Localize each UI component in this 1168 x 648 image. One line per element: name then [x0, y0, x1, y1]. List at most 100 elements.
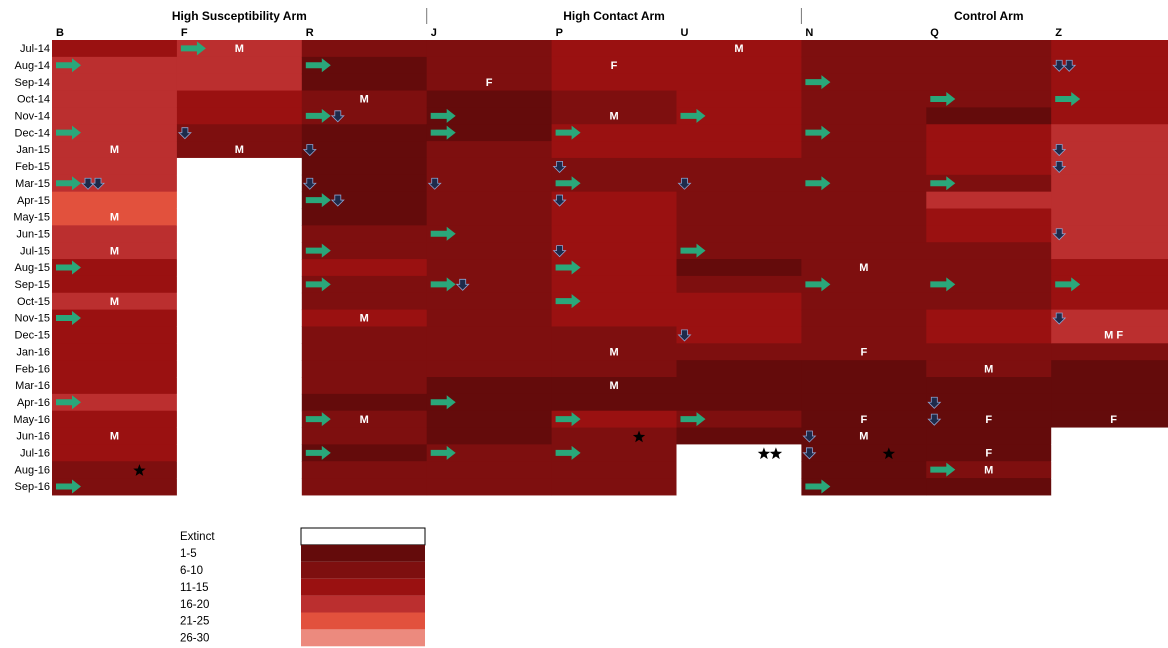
arrival-arrow-icon: [430, 277, 456, 292]
heatmap-cell: [551, 377, 677, 395]
heatmap-cell: [301, 191, 428, 209]
heatmap-cell: [676, 191, 802, 209]
heatmap-cell: [426, 444, 553, 462]
arrival-arrow-icon: [430, 108, 456, 123]
heatmap-cell: [426, 292, 553, 311]
heatmap-cell: [301, 377, 428, 395]
row-label: May-16: [13, 414, 50, 426]
heatmap-cell: [676, 242, 802, 260]
heatmap-cell: [926, 393, 1052, 412]
sex-label: M: [360, 94, 369, 106]
heatmap-cell: [551, 174, 677, 193]
heatmap-cell: [551, 326, 677, 344]
heatmap-cell: [551, 141, 677, 159]
heatmap-cell: [926, 309, 1052, 327]
departure-arrow-icon: [302, 144, 317, 157]
arrival-arrow-icon: [805, 125, 831, 140]
heatmap-cell: [426, 377, 553, 395]
heatmap-cell: [176, 478, 303, 496]
arrival-arrow-icon: [555, 125, 581, 140]
heatmap-cell: [176, 73, 303, 92]
heatmap-cell: [926, 360, 1052, 378]
heatmap-cell: [926, 157, 1052, 176]
heatmap-cell: [551, 124, 677, 142]
heatmap-cell: [52, 157, 178, 176]
heatmap-cell: [301, 410, 428, 429]
heatmap-cell: [801, 157, 927, 176]
heatmap-cell: [676, 309, 802, 327]
arrival-arrow-icon: [430, 125, 456, 140]
heatmap-cell: [801, 377, 927, 395]
sex-label: F: [985, 448, 992, 460]
row-label: Dec-14: [15, 127, 50, 139]
heatmap-cell: [926, 292, 1052, 311]
heatmap-cell: [676, 157, 802, 176]
heatmap-cell: [551, 393, 677, 412]
sex-label: M: [360, 414, 369, 426]
departure-arrow-icon: [1052, 160, 1067, 173]
departure-arrow-icon: [677, 329, 692, 342]
row-label: Oct-14: [17, 94, 50, 106]
heatmap-cell: [926, 242, 1052, 260]
heatmap-cell: [801, 107, 927, 125]
row-label: Sep-16: [15, 481, 50, 493]
legend-label: 21-25: [180, 616, 209, 628]
departure-arrow-icon: [330, 110, 345, 123]
heatmap-cell: [176, 191, 303, 209]
heatmap-cell: [551, 73, 677, 92]
arm-separators: [426, 8, 802, 24]
heatmap-cell: [301, 326, 428, 344]
heatmap-cell: [1051, 377, 1168, 395]
arm-title: Control Arm: [954, 9, 1024, 23]
heatmap-cell: [176, 275, 303, 294]
heatmap-cell: [801, 174, 927, 193]
heatmap-cell: [301, 225, 428, 243]
arrival-arrow-icon: [305, 412, 331, 427]
heatmap-cell: [676, 275, 802, 294]
row-label: Jul-15: [20, 245, 50, 257]
row-label: Jan-15: [16, 144, 50, 156]
heatmap-cell: [801, 343, 927, 361]
heatmap-cell: [301, 343, 428, 361]
heatmap-cell: [52, 309, 178, 327]
heatmap-cell: [176, 56, 303, 75]
heatmap-cell: [301, 124, 428, 142]
heatmap-cell: [926, 191, 1052, 209]
arrival-arrow-icon: [305, 193, 331, 208]
heatmap-cell: [676, 427, 802, 445]
heatmap-cell: [801, 292, 927, 311]
departure-arrow-icon: [427, 177, 442, 190]
death-star-icon: [133, 464, 146, 476]
sex-label: M: [235, 43, 244, 55]
sex-label: M: [609, 346, 618, 358]
heatmap-cell: [426, 225, 553, 243]
heatmap-cell: [926, 208, 1052, 226]
heatmap-cell: [676, 478, 802, 496]
row-label: Oct-15: [17, 296, 50, 308]
heatmap-cell: [301, 360, 428, 378]
arrival-arrow-icon: [56, 479, 81, 494]
death-star-icon: [769, 447, 783, 460]
sex-label: M: [734, 43, 743, 55]
row-label: Mar-15: [15, 178, 50, 190]
heatmap-cell: [676, 393, 802, 412]
heatmap-cell: [801, 360, 927, 378]
row-label: Aug-15: [15, 262, 50, 274]
heatmap-cell: [176, 124, 303, 142]
heatmap-cell: [1051, 191, 1168, 209]
row-labels: Jul-14 Aug-14 Sep-14 Oct-14 Nov-14 Dec-14 Jan-…: [13, 43, 50, 493]
sex-label: F: [860, 346, 867, 358]
heatmap-cell: [176, 157, 303, 176]
heatmap-cell: [801, 225, 927, 243]
row-label: Jun-15: [16, 228, 50, 240]
heatmap-cell: [176, 259, 303, 277]
column-label: P: [556, 27, 563, 39]
heatmap-cell: [176, 444, 303, 462]
heatmap-cell: [301, 242, 428, 260]
row-label: Aug-16: [15, 464, 50, 476]
heatmap-cell: [301, 393, 428, 412]
heatmap-cell: [1051, 73, 1168, 92]
heatmap-cell: [301, 444, 428, 462]
heatmap-cell: [52, 427, 178, 445]
